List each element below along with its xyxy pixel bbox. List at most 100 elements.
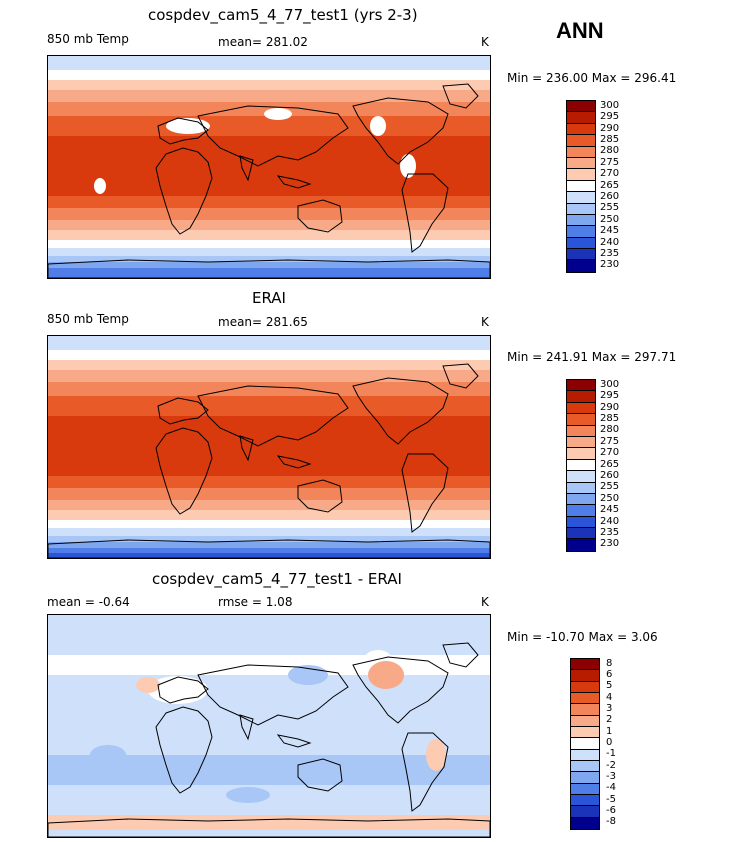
colorbar-swatch: [571, 772, 599, 784]
colorbar-tick-label: 270: [600, 447, 620, 459]
colorbar-tick-label: 240: [600, 236, 620, 248]
colorbar-tick-label: 265: [600, 179, 620, 191]
minmax-label: Min = 241.91 Max = 297.71: [507, 350, 677, 364]
colorbar-swatch: [567, 505, 595, 517]
colorbar: [570, 658, 600, 830]
colorbar-tick-label: 260: [600, 190, 620, 202]
colorbar-swatch: [567, 157, 595, 170]
panel-units: K: [481, 315, 489, 329]
panel-title: ERAI: [252, 289, 286, 307]
colorbar-tick-label: 6: [606, 669, 613, 680]
colorbar-tick-label: 245: [600, 225, 620, 237]
panel-title: cospdev_cam5_4_77_test1 (yrs 2-3): [148, 6, 418, 24]
colorbar-swatch: [567, 135, 595, 147]
colorbar-swatch: [571, 670, 599, 682]
colorbar-tick-label: 275: [600, 156, 620, 168]
panel-mean-label: mean= 281.65: [218, 315, 308, 329]
colorbar-tick-label: 285: [600, 133, 620, 145]
panel-units: K: [481, 595, 489, 609]
map-diff-svg: [48, 615, 490, 837]
colorbar-swatch: [571, 738, 599, 750]
colorbar-tick-label: -2: [606, 759, 616, 771]
panel-rmse-label: rmse = 1.08: [218, 595, 293, 609]
colorbar-swatch: [571, 760, 599, 773]
colorbar-swatch: [567, 123, 595, 136]
colorbar-swatch: [571, 715, 599, 727]
colorbar-tick-label: 280: [600, 145, 620, 157]
colorbar-swatch: [571, 749, 599, 761]
colorbar-swatch: [567, 146, 595, 158]
colorbar-swatch: [567, 380, 595, 392]
map-diff: [47, 614, 491, 838]
colorbar-swatch: [567, 516, 595, 529]
colorbar-swatch: [567, 203, 595, 215]
colorbar-swatch: [567, 528, 595, 540]
colorbar-swatch: [571, 806, 599, 818]
colorbar-tick-label: 295: [600, 390, 620, 402]
colorbar-tick-label: 5: [606, 680, 613, 692]
minmax-label: Min = -10.70 Max = 3.06: [507, 630, 658, 644]
colorbar-swatch: [567, 214, 595, 227]
colorbar-swatch: [571, 659, 599, 671]
colorbar-swatch: [567, 402, 595, 415]
colorbar-tick-label: -5: [606, 793, 616, 805]
minmax-label: Min = 236.00 Max = 296.41: [507, 71, 677, 85]
colorbar-swatch: [567, 425, 595, 437]
panel-units: K: [481, 35, 489, 49]
colorbar-tick-label: 255: [600, 202, 620, 214]
colorbar-swatch: [567, 169, 595, 181]
map-model: [47, 55, 491, 279]
colorbar-swatch: [571, 783, 599, 795]
colorbar-tick-label: -4: [606, 782, 616, 794]
colorbar-swatch: [571, 794, 599, 807]
panel-left-label: mean = -0.64: [47, 595, 130, 609]
panel-title: cospdev_cam5_4_77_test1 - ERAI: [152, 570, 402, 588]
panel-mean-label: mean= 281.02: [218, 35, 308, 49]
colorbar-tick-label: -8: [606, 816, 616, 828]
colorbar-tick-label: 230: [600, 538, 620, 550]
colorbar-swatch: [567, 448, 595, 460]
colorbar-tick-label: -6: [606, 805, 616, 816]
colorbar-tick-label: 0: [606, 737, 613, 748]
colorbar-tick-label: 240: [600, 515, 620, 527]
colorbar-swatch: [567, 260, 595, 272]
colorbar-swatch: [567, 226, 595, 238]
season-label: ANN: [556, 18, 604, 43]
colorbar-swatch: [567, 112, 595, 124]
colorbar-tick-label: 270: [600, 168, 620, 180]
colorbar-tick-label: 3: [606, 703, 613, 714]
colorbar-tick-label: 275: [600, 435, 620, 447]
map-obs: [47, 335, 491, 559]
colorbar-swatch: [571, 692, 599, 705]
panel-left-label: 850 mb Temp: [47, 312, 129, 326]
colorbar-swatch: [567, 414, 595, 426]
colorbar-swatch: [567, 471, 595, 483]
colorbar-tick-label: 300: [600, 378, 620, 390]
colorbar-tick-label: 260: [600, 469, 620, 481]
colorbar-swatch: [567, 436, 595, 449]
map-model-svg: [48, 56, 490, 278]
colorbar-swatch: [567, 237, 595, 250]
colorbar-tick-label: 300: [600, 99, 620, 111]
colorbar-tick-label: -3: [606, 771, 616, 782]
colorbar-tick-label: 235: [600, 526, 620, 538]
colorbar-tick-label: 265: [600, 458, 620, 470]
colorbar-tick-label: 245: [600, 504, 620, 516]
colorbar-tick-label: 285: [600, 412, 620, 424]
colorbar-swatch: [571, 817, 599, 829]
colorbar-swatch: [567, 249, 595, 261]
colorbar-tick-label: 290: [600, 122, 620, 134]
colorbar-swatch: [567, 482, 595, 494]
colorbar: [566, 100, 596, 273]
colorbar-swatch: [567, 391, 595, 403]
colorbar-tick-label: 290: [600, 401, 620, 413]
colorbar-tick-label: 235: [600, 247, 620, 259]
colorbar-tick-label: 2: [606, 714, 613, 726]
map-obs-svg: [48, 336, 490, 558]
colorbar-tick-label: 8: [606, 657, 613, 669]
colorbar-tick-label: 230: [600, 259, 620, 271]
colorbar-tick-label: 255: [600, 481, 620, 493]
colorbar-swatch: [567, 493, 595, 506]
colorbar-tick-label: 4: [606, 691, 613, 703]
colorbar-swatch: [567, 180, 595, 193]
